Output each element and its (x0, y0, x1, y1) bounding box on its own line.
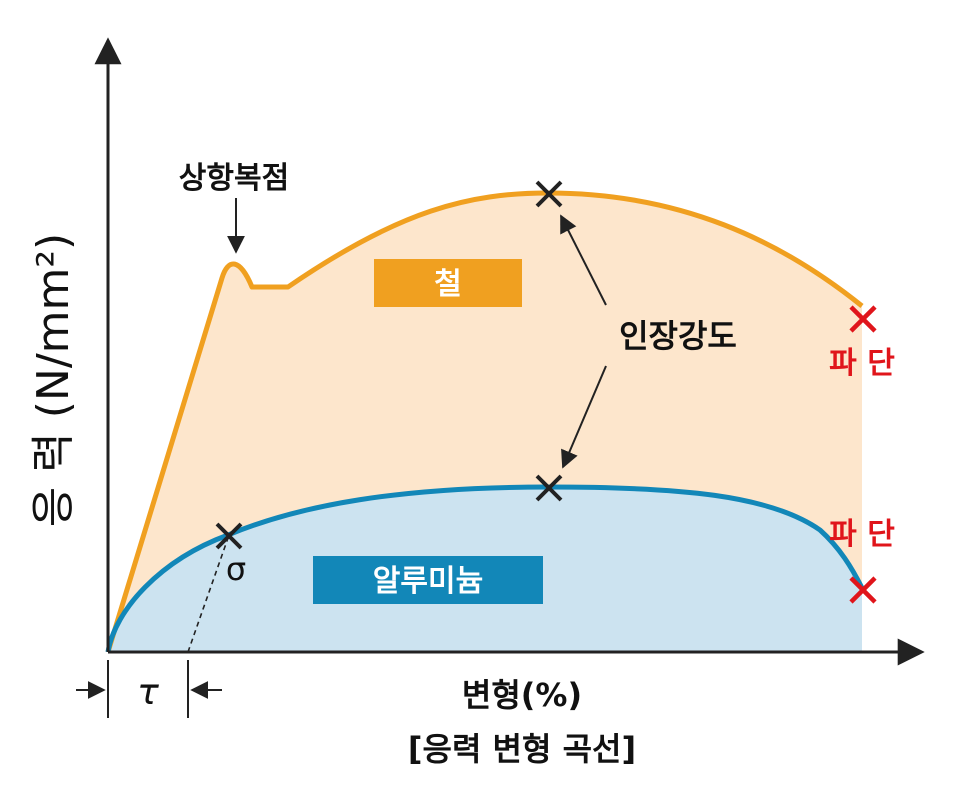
diagram-caption: [응력 변형 곡선] (408, 730, 636, 768)
x-axis-label: 변형(%) (462, 676, 582, 714)
steel-label-box (374, 259, 522, 307)
sigma-label: σ (226, 550, 246, 588)
steel-curve (105, 190, 864, 653)
tensile-arrow-steel (560, 214, 607, 306)
aluminum-tensile-x-mark (535, 474, 563, 502)
aluminum-label: 알루미늄 (373, 564, 483, 599)
fracture-label-steel: 파 단 (829, 346, 895, 381)
sigma-x-mark (215, 522, 243, 550)
aluminum-fracture-x-mark (849, 576, 877, 604)
y-axis-label: 응 력 (N/mm²) (28, 233, 79, 527)
tensile-arrow-aluminum (561, 365, 607, 469)
yield-point-label: 상항복점 (179, 161, 289, 196)
tau-label: τ (137, 672, 159, 713)
aluminum-curve (105, 484, 865, 653)
steel-label: 철 (434, 267, 462, 302)
steel-tensile-x-mark (535, 180, 563, 208)
fracture-label-aluminum: 파 단 (829, 517, 895, 552)
tensile-strength-label: 인장강도 (619, 317, 737, 355)
steel-fracture-x-mark (849, 305, 877, 333)
offset-dashed-line (187, 537, 229, 653)
aluminum-label-box (313, 556, 543, 604)
